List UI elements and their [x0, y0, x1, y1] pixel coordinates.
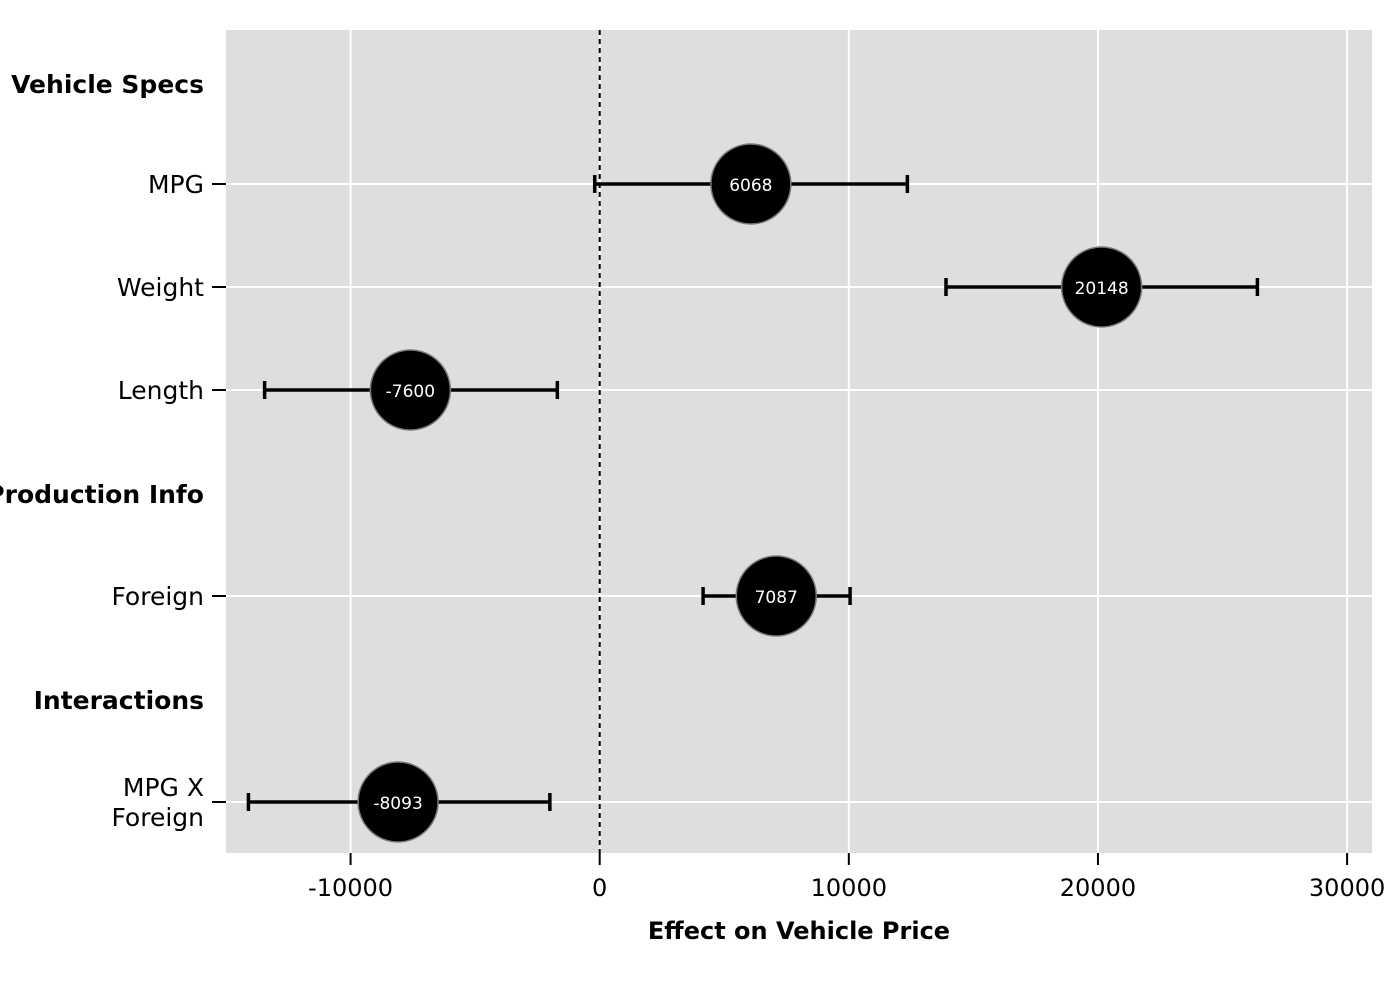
estimate-point	[710, 143, 792, 225]
estimate-label: 20148	[1075, 279, 1129, 299]
estimate-label: -7600	[386, 382, 435, 402]
coefficient-marks: 6068 20148 -7600 7087 -8093	[246, 143, 1260, 843]
term-label: Foreign	[111, 803, 204, 832]
estimate-label: 6068	[729, 176, 772, 196]
term-label: MPG	[148, 170, 204, 199]
x-tick-label: 30000	[1309, 874, 1385, 902]
x-tick-label: 20000	[1060, 874, 1136, 902]
estimate-point	[369, 349, 452, 431]
term-label: MPG X	[123, 773, 204, 802]
x-tick-label: 10000	[811, 874, 887, 902]
estimate-point	[735, 555, 818, 637]
term-label: Foreign	[111, 582, 204, 611]
x-tick-label: -10000	[308, 874, 393, 902]
group-label: Vehicle Specs	[11, 70, 204, 99]
x-axis: -10000 0 10000 20000 30000	[308, 853, 1385, 902]
plot-panel	[226, 30, 1372, 853]
term-label: Length	[118, 376, 204, 405]
term-label: Weight	[117, 273, 204, 302]
estimate-point	[357, 761, 439, 843]
estimate-label: 7087	[755, 588, 798, 608]
group-label: Interactions	[34, 686, 204, 715]
x-axis-title: Effect on Vehicle Price	[648, 917, 950, 945]
group-label: Production Info	[0, 480, 204, 509]
estimate-point	[1060, 246, 1143, 328]
x-tick-label: 0	[592, 874, 607, 902]
estimate-label: -8093	[373, 794, 422, 814]
y-axis-labels: Vehicle Specs MPG Weight Length Production I…	[0, 70, 226, 832]
